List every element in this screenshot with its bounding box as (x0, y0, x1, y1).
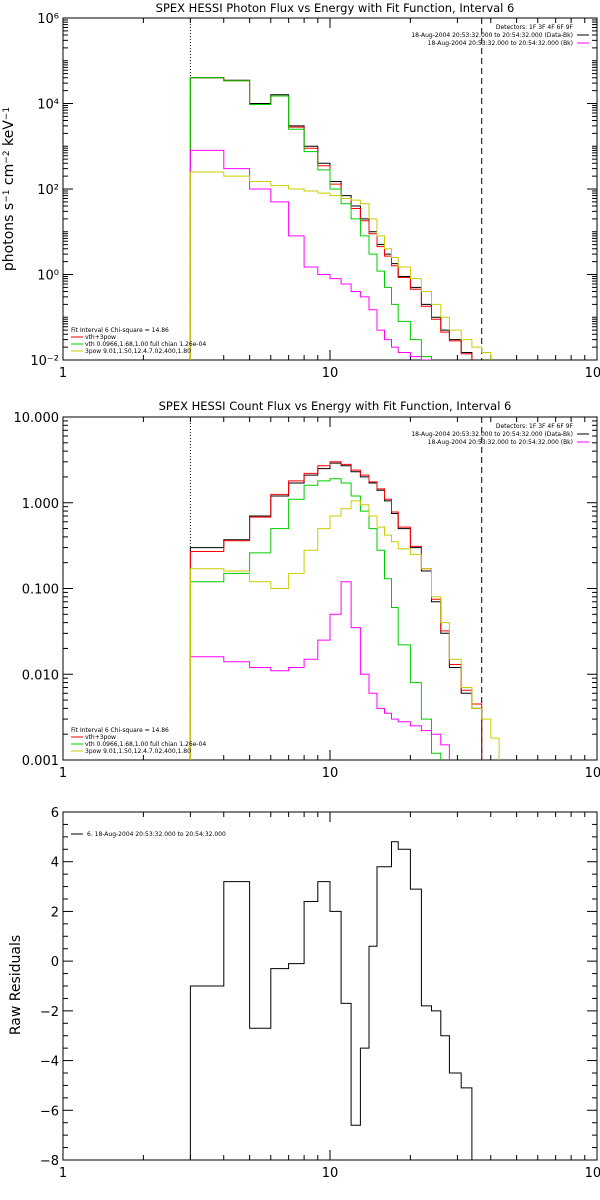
header-line: 18-Aug-2004 20:53:32.000 to 20:54:32.000… (428, 40, 573, 47)
y-label-part: −1 (2, 107, 12, 120)
y-label-part: −1 (2, 190, 12, 203)
y-tick-label: −8 (40, 1154, 59, 1169)
x-tick-label: 10 (322, 1166, 339, 1181)
y-tick-label: 10⁴ (37, 98, 59, 113)
series-black (189, 462, 483, 760)
y-tick-label: −4 (40, 1055, 59, 1070)
series-red (189, 461, 483, 760)
legend-line: Fit Interval 6 Chi-square = 14.86 (71, 327, 169, 334)
y-label-part: photons s (1, 203, 17, 271)
y-tick-label: 10⁶ (37, 12, 59, 27)
series-yellow (189, 500, 500, 760)
y-label-part: −2 (2, 150, 12, 163)
legend-line: 3pow 9.01,1.50,12.4,7.02,400,1.80 (85, 348, 191, 355)
y-tick-label: −2 (40, 1005, 59, 1020)
x-tick-label: 100 (585, 366, 600, 381)
photon-flux-y-axis-label: photons s−1 cm−2 keV−1 (1, 107, 17, 271)
x-tick-label: 1 (59, 766, 67, 781)
legend-line: vth 0.0966,1.68,1.00 full chian 1.26e-04 (85, 741, 206, 748)
y-tick-label: 2 (51, 905, 59, 920)
header-line: 18-Aug-2004 20:53:32.000 to 20:54:32.000… (428, 439, 573, 446)
photon-flux-title: SPEX HESSI Photon Flux vs Energy with Fi… (156, 1, 515, 15)
y-tick-label: 0 (51, 955, 59, 970)
y-tick-label: 4 (51, 856, 59, 871)
legend-line: vth+3pow (85, 734, 116, 741)
y-tick-label: 0.001 (22, 754, 59, 769)
series-green (189, 77, 432, 360)
series-red (189, 77, 483, 360)
photon-flux-panel: SPEX HESSI Photon Flux vs Energy with Fi… (1, 1, 600, 381)
series-magenta (189, 581, 450, 760)
x-tick-label: 100 (585, 1166, 600, 1181)
series-green (189, 478, 442, 760)
y-label-part: cm (1, 164, 17, 190)
y-tick-label: 10² (37, 183, 59, 198)
series-black (189, 77, 483, 360)
y-label-part: keV (1, 120, 17, 151)
y-tick-label: 10⁰ (37, 269, 59, 284)
series-magenta (189, 149, 442, 360)
header-line: Detectors: 1F 3F 4F 6F 9F (496, 423, 574, 430)
residuals-panel: Raw Residuals 1 10 100 −8 −6 −4 −2 0 2 4 6 6. 18-Au… (8, 806, 600, 1181)
x-tick-label: 100 (585, 766, 600, 781)
legend-line: vth+3pow (85, 334, 116, 341)
y-tick-label: −6 (40, 1104, 59, 1119)
x-tick-label: 10 (322, 766, 339, 781)
axes-frame (62, 811, 598, 1161)
y-tick-label: 0.010 (22, 668, 59, 683)
series-yellow (189, 171, 500, 360)
y-tick-label: 10⁻² (30, 354, 59, 369)
legend-line: 3pow 9.01,1.50,12.4,7.02,400,1.80 (85, 748, 191, 755)
y-tick-label: 0.100 (22, 583, 59, 598)
legend-line: Fit Interval 6 Chi-square = 14.86 (71, 727, 169, 734)
legend-line: vth 0.0966,1.68,1.00 full chian 1.26e-04 (85, 341, 206, 348)
y-tick-label: 10.000 (14, 411, 60, 426)
x-tick-label: 1 (59, 1166, 67, 1181)
legend-line: 6. 18-Aug-2004 20:53:32.000 to 20:54:32.… (87, 831, 226, 838)
count-flux-title: SPEX HESSI Count Flux vs Energy with Fit… (159, 399, 512, 413)
y-tick-label: 1.000 (22, 497, 59, 512)
x-tick-label: 1 (59, 366, 67, 381)
residuals-y-axis-label: Raw Residuals (8, 935, 24, 1035)
header-line: Detectors: 1F 3F 4F 6F 9F (496, 24, 574, 31)
header-line: 18-Aug-2004 20:53:32.000 to 20:54:32.000… (411, 431, 573, 438)
y-tick-label: 6 (51, 806, 59, 821)
series-residuals (189, 841, 482, 1160)
header-line: 18-Aug-2004 20:53:32.000 to 20:54:32.000… (411, 32, 573, 39)
count-flux-panel: SPEX HESSI Count Flux vs Energy with Fit… (14, 399, 600, 781)
x-tick-label: 10 (322, 366, 339, 381)
